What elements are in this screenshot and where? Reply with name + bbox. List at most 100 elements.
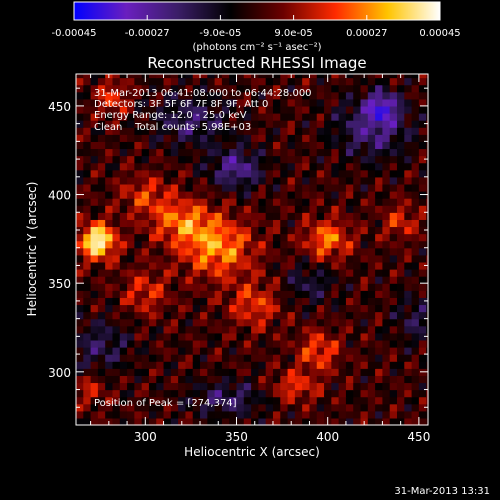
heatmap-cell: [287, 382, 296, 391]
heatmap-cell: [382, 226, 391, 235]
heatmap-cell: [331, 276, 340, 284]
heatmap-cell: [192, 226, 201, 235]
heatmap-cell: [141, 254, 150, 263]
heatmap-cell: [353, 297, 362, 306]
heatmap-cell: [324, 247, 332, 256]
heatmap-cell: [127, 77, 135, 86]
heatmap-cell: [251, 84, 259, 93]
heatmap-cell: [251, 226, 259, 235]
heatmap-cell: [294, 318, 303, 327]
heatmap-cell: [76, 347, 84, 355]
heatmap-cell: [360, 382, 369, 391]
heatmap-cell: [192, 254, 201, 263]
heatmap-cell: [360, 98, 369, 107]
heatmap-cell: [112, 417, 121, 426]
heatmap-cell: [127, 162, 135, 171]
heatmap-cell: [243, 318, 252, 327]
heatmap-cell: [127, 105, 135, 114]
heatmap-cell: [97, 382, 106, 391]
heatmap-cell: [134, 205, 143, 213]
heatmap-cell: [375, 120, 384, 128]
heatmap-cell: [192, 219, 201, 228]
heatmap-cell: [156, 183, 165, 192]
heatmap-cell: [331, 254, 340, 263]
heatmap-cell: [404, 354, 413, 362]
heatmap-cell: [316, 91, 325, 100]
heatmap-cell: [163, 162, 172, 171]
heatmap-cell: [192, 368, 201, 376]
heatmap-cell: [148, 212, 157, 220]
heatmap-cell: [309, 304, 318, 313]
heatmap-cell: [200, 98, 208, 107]
heatmap-cell: [353, 198, 362, 206]
heatmap-cell: [163, 212, 172, 220]
heatmap-cell: [163, 120, 172, 128]
heatmap-cell: [272, 297, 281, 306]
heatmap-cell: [76, 290, 84, 298]
heatmap-cell: [426, 240, 429, 249]
heatmap-cell: [214, 169, 223, 178]
y-tick-label: 400: [48, 189, 71, 203]
heatmap-cell: [265, 375, 274, 384]
heatmap-cell: [258, 176, 267, 185]
heatmap-cell: [90, 254, 99, 263]
heatmap-cell: [258, 410, 267, 419]
heatmap-cell: [221, 91, 230, 100]
heatmap-cell: [360, 240, 369, 249]
heatmap-cell: [192, 155, 201, 164]
heatmap-cell: [141, 375, 150, 384]
heatmap-cell: [141, 318, 150, 327]
heatmap-cell: [396, 84, 405, 93]
heatmap-cell: [367, 375, 376, 384]
heatmap-cell: [367, 304, 376, 313]
heatmap-cell: [345, 176, 354, 185]
heatmap-cell: [76, 74, 84, 79]
heatmap-cell: [382, 127, 391, 135]
heatmap-cell: [163, 304, 172, 313]
heatmap-cell: [192, 354, 201, 362]
heatmap-cell: [382, 98, 391, 107]
heatmap-cell: [221, 375, 230, 384]
heatmap-cell: [229, 219, 238, 228]
heatmap-cell: [229, 276, 238, 284]
heatmap-cell: [272, 403, 281, 412]
annotation-energy-range: Energy Range: 12.0 - 25.0 keV: [94, 110, 247, 121]
heatmap-cell: [280, 261, 289, 270]
heatmap-cell: [316, 403, 325, 412]
heatmap-cell: [229, 77, 238, 86]
heatmap-cell: [382, 155, 391, 164]
heatmap-cell: [345, 105, 354, 114]
heatmap-cell: [302, 403, 311, 412]
heatmap-cell: [229, 410, 238, 419]
heatmap-cell: [192, 269, 201, 277]
heatmap-cell: [83, 91, 92, 100]
heatmap-cell: [112, 141, 121, 150]
heatmap-cell: [229, 134, 238, 142]
heatmap-cell: [258, 155, 267, 164]
y-axis-label: Heliocentric Y (arcsec): [25, 182, 39, 317]
heatmap-cell: [243, 417, 252, 426]
heatmap-cell: [396, 105, 405, 114]
heatmap-cell: [294, 233, 303, 242]
heatmap-cell: [141, 233, 150, 242]
heatmap-cell: [148, 354, 157, 362]
heatmap-cell: [338, 183, 347, 192]
heatmap-cell: [287, 226, 296, 235]
heatmap-cell: [83, 325, 92, 334]
heatmap-cell: [265, 77, 274, 86]
heatmap-cell: [258, 77, 267, 86]
heatmap-cell: [287, 311, 296, 320]
heatmap-cell: [119, 354, 128, 362]
heatmap-cell: [134, 361, 143, 369]
heatmap-cell: [360, 127, 369, 135]
heatmap-cell: [338, 212, 347, 220]
heatmap-cell: [316, 191, 325, 199]
heatmap-cell: [221, 269, 230, 277]
heatmap-cell: [127, 269, 135, 277]
heatmap-cell: [170, 198, 179, 206]
heatmap-cell: [302, 361, 311, 369]
heatmap-cell: [112, 191, 121, 199]
heatmap-cell: [382, 247, 391, 256]
heatmap-cell: [302, 276, 311, 284]
heatmap-cell: [272, 290, 281, 298]
